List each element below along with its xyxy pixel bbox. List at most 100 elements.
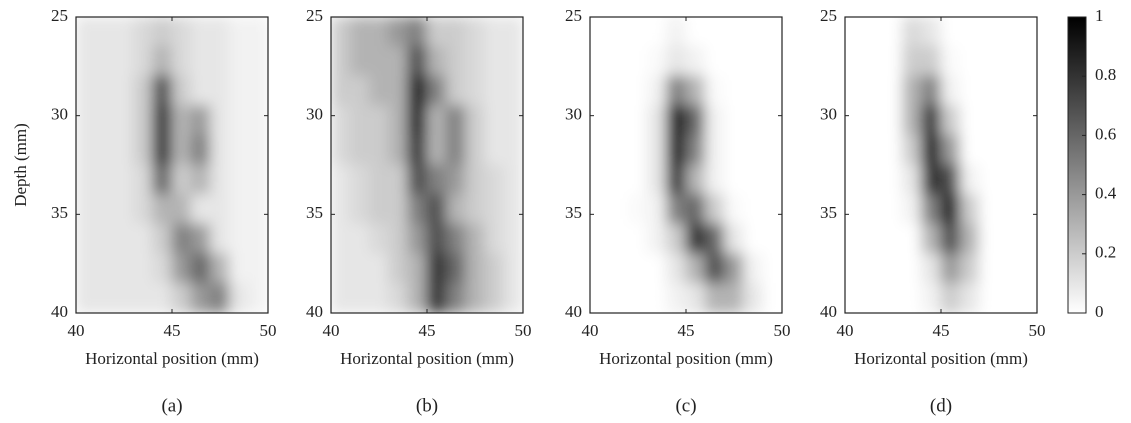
- heatmap-cell: [959, 46, 980, 77]
- heatmap-cell: [368, 17, 390, 48]
- heatmap-cell: [704, 253, 725, 284]
- heatmap-cell: [762, 282, 782, 313]
- heatmap-cell: [666, 17, 687, 48]
- heatmap-cell: [445, 134, 466, 166]
- heatmap-cell: [940, 194, 961, 225]
- heatmap-cell: [113, 253, 135, 284]
- heatmap-cell: [229, 75, 250, 107]
- heatmap-cell: [723, 134, 745, 166]
- heatmap-cell: [647, 282, 668, 313]
- heatmap-cell: [666, 164, 687, 196]
- heatmap-cell: [666, 253, 687, 284]
- heatmap-cell: [863, 17, 884, 48]
- heatmap-cell: [76, 105, 96, 136]
- heatmap-cell: [762, 223, 782, 255]
- heatmap-cell: [762, 164, 782, 196]
- heatmap-cell: [978, 75, 1000, 107]
- heatmap-cell: [229, 17, 250, 48]
- heatmap-cell: [627, 164, 649, 196]
- heatmap-cell: [113, 105, 135, 136]
- heatmap-cell: [998, 194, 1019, 225]
- heatmap-cell: [426, 46, 447, 77]
- x-axis-label: Horizontal position (mm): [599, 349, 773, 368]
- heatmap-cell: [647, 17, 668, 48]
- heatmap-cell: [368, 75, 390, 107]
- colorbar-tick-label: 0: [1095, 302, 1104, 321]
- heatmap-cell: [998, 282, 1019, 313]
- heatmap-cell: [133, 105, 154, 136]
- heatmap-cell: [666, 223, 687, 255]
- heatmap-cell: [902, 194, 923, 225]
- heatmap-cell: [76, 253, 96, 284]
- heatmap-cell: [921, 105, 942, 136]
- heatmap-cell: [743, 46, 764, 77]
- heatmap-cell: [863, 194, 884, 225]
- heatmap-cell: [902, 164, 923, 196]
- heatmap-cell: [882, 282, 904, 313]
- heatmap-cell: [133, 253, 154, 284]
- heatmap-cell: [902, 223, 923, 255]
- heatmap-cell: [921, 223, 942, 255]
- heatmap-cell: [171, 194, 192, 225]
- heatmap-cell: [349, 46, 370, 77]
- heatmap-cell: [229, 253, 250, 284]
- heatmap-cell: [978, 105, 1000, 136]
- heatmap-cell: [94, 164, 115, 196]
- heatmap-cell: [331, 75, 351, 107]
- heatmap-cell: [407, 194, 428, 225]
- heatmap-cell: [388, 105, 409, 136]
- heatmap-cell: [704, 75, 725, 107]
- heatmap-cell: [503, 164, 523, 196]
- heatmap-cell: [190, 223, 211, 255]
- heatmap-cell: [229, 46, 250, 77]
- heatmap-cell: [368, 223, 390, 255]
- heatmap-cell: [94, 282, 115, 313]
- x-tick-label: 45: [678, 321, 695, 340]
- heatmap-cell: [647, 253, 668, 284]
- heatmap-cell: [388, 194, 409, 225]
- heatmap-cell: [590, 75, 610, 107]
- heatmap-cell: [190, 46, 211, 77]
- panel-caption: (a): [161, 395, 182, 416]
- y-tick-label: 40: [51, 302, 68, 321]
- heatmap-cell: [248, 46, 268, 77]
- heatmap-cell: [445, 75, 466, 107]
- heatmap-cell: [940, 134, 961, 166]
- heatmap-cell: [666, 282, 687, 313]
- panel-caption: (d): [930, 395, 952, 416]
- heatmap-cell: [940, 223, 961, 255]
- heatmap-cell: [882, 164, 904, 196]
- heatmap-cell: [171, 75, 192, 107]
- heatmap-cell: [503, 134, 523, 166]
- heatmap-cell: [464, 46, 486, 77]
- heatmap-cell: [133, 223, 154, 255]
- heatmap-cell: [978, 17, 1000, 48]
- heatmap-cell: [133, 46, 154, 77]
- heatmap-cell: [959, 75, 980, 107]
- heatmap-cell: [248, 164, 268, 196]
- heatmap-cell: [978, 164, 1000, 196]
- heatmap-cell: [940, 17, 961, 48]
- heatmap-cell: [152, 282, 173, 313]
- heatmap-cell: [445, 253, 466, 284]
- heatmap-cell: [388, 75, 409, 107]
- heatmap-cell: [94, 105, 115, 136]
- heatmap-cell: [190, 194, 211, 225]
- heatmap-cell: [666, 194, 687, 225]
- heatmap-cell: [113, 282, 135, 313]
- heatmap-cell: [445, 105, 466, 136]
- x-tick-label: 45: [419, 321, 436, 340]
- heatmap-cell: [627, 253, 649, 284]
- heatmap-cell: [685, 75, 706, 107]
- heatmap-cell: [503, 105, 523, 136]
- heatmap-cell: [685, 282, 706, 313]
- heatmap-cell: [209, 46, 231, 77]
- heatmap-cell: [723, 282, 745, 313]
- x-axis-label: Horizontal position (mm): [854, 349, 1028, 368]
- heatmap-cell: [978, 253, 1000, 284]
- heatmap-cell: [426, 194, 447, 225]
- heatmap-cell: [229, 105, 250, 136]
- heatmap-cell: [190, 105, 211, 136]
- heatmap-cell: [1017, 194, 1037, 225]
- heatmap-cell: [76, 75, 96, 107]
